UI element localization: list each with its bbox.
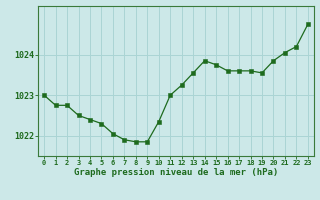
X-axis label: Graphe pression niveau de la mer (hPa): Graphe pression niveau de la mer (hPa) <box>74 168 278 177</box>
